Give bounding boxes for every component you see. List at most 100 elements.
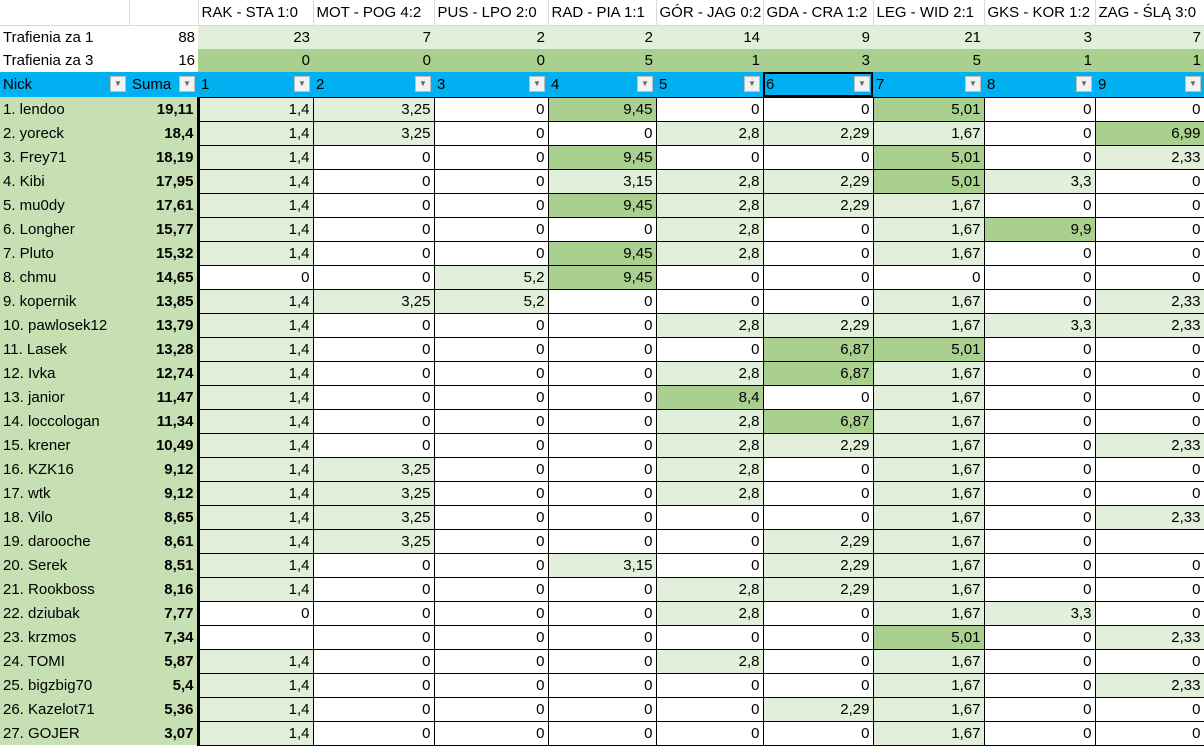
suma-cell[interactable]: 8,51 — [129, 553, 200, 577]
hits3-value[interactable]: 1 — [656, 49, 763, 72]
header-round-1[interactable]: 1 ▼ — [198, 72, 313, 97]
score-cell[interactable]: 9,45 — [547, 144, 657, 170]
hits3-value[interactable]: 1 — [1095, 49, 1204, 72]
score-cell[interactable]: 0 — [1094, 240, 1204, 266]
score-cell[interactable]: 2,8 — [655, 192, 764, 218]
score-cell[interactable]: 0 — [655, 552, 764, 578]
dropdown-arrow-icon[interactable]: ▼ — [854, 76, 870, 92]
score-cell[interactable]: 1,67 — [872, 720, 985, 746]
hits3-value[interactable]: 1 — [984, 49, 1095, 72]
score-cell[interactable]: 0 — [547, 408, 657, 434]
score-cell[interactable]: 0 — [547, 336, 657, 362]
score-cell[interactable]: 0 — [983, 120, 1096, 146]
score-cell[interactable]: 0 — [983, 384, 1096, 410]
hits1-value[interactable]: 23 — [198, 25, 313, 49]
score-cell[interactable]: 0 — [1094, 648, 1204, 674]
nick-cell[interactable]: 2. yoreck — [0, 121, 129, 145]
score-cell[interactable]: 5,01 — [872, 144, 985, 170]
score-cell[interactable]: 3,15 — [547, 168, 657, 194]
score-cell[interactable]: 0 — [547, 600, 657, 626]
hits1-value[interactable]: 9 — [763, 25, 873, 49]
suma-cell[interactable]: 7,34 — [129, 625, 200, 649]
score-cell[interactable]: 0 — [547, 624, 657, 650]
score-cell[interactable]: 1,4 — [197, 240, 314, 266]
score-cell[interactable]: 2,8 — [655, 648, 764, 674]
score-cell[interactable]: 0 — [433, 456, 549, 482]
score-cell[interactable]: 0 — [312, 264, 435, 290]
score-cell[interactable]: 3,25 — [312, 96, 435, 122]
score-cell[interactable]: 0 — [762, 96, 874, 122]
score-cell[interactable]: 0 — [983, 648, 1096, 674]
nick-cell[interactable]: 23. krzmos — [0, 625, 129, 649]
score-cell[interactable]: 0 — [762, 504, 874, 530]
score-cell[interactable]: 0 — [762, 720, 874, 746]
score-cell[interactable]: 0 — [1094, 216, 1204, 242]
hits1-value[interactable]: 7 — [313, 25, 434, 49]
nick-cell[interactable]: 15. krener — [0, 433, 129, 457]
nick-cell[interactable]: 9. kopernik — [0, 289, 129, 313]
dropdown-arrow-icon[interactable]: ▼ — [294, 76, 310, 92]
score-cell[interactable]: 0 — [1094, 264, 1204, 290]
score-cell[interactable]: 5,01 — [872, 168, 985, 194]
score-cell[interactable]: 0 — [312, 576, 435, 602]
score-cell[interactable]: 0 — [547, 648, 657, 674]
score-cell[interactable]: 1,4 — [197, 696, 314, 722]
score-cell[interactable]: 0 — [1094, 96, 1204, 122]
score-cell[interactable]: 1,67 — [872, 696, 985, 722]
score-cell[interactable]: 1,4 — [197, 432, 314, 458]
score-cell[interactable]: 0 — [983, 552, 1096, 578]
match-title-cell[interactable]: RAK - STA 1:0 — [198, 0, 314, 26]
score-cell[interactable]: 3,25 — [312, 528, 435, 554]
header-round-8[interactable]: 8 ▼ — [984, 72, 1095, 97]
suma-cell[interactable]: 11,47 — [129, 385, 200, 409]
score-cell[interactable]: 1,67 — [872, 432, 985, 458]
score-cell[interactable]: 3,25 — [312, 120, 435, 146]
score-cell[interactable]: 2,33 — [1094, 432, 1204, 458]
empty-cell[interactable] — [0, 0, 130, 26]
score-cell[interactable]: 1,67 — [872, 120, 985, 146]
nick-cell[interactable]: 22. dziubak — [0, 601, 129, 625]
score-cell[interactable]: 2,29 — [762, 168, 874, 194]
score-cell[interactable]: 5,2 — [433, 288, 549, 314]
suma-cell[interactable]: 13,28 — [129, 337, 200, 361]
score-cell[interactable]: 1,4 — [197, 672, 314, 698]
score-cell[interactable]: 0 — [547, 312, 657, 338]
hits1-value[interactable]: 2 — [548, 25, 656, 49]
nick-cell[interactable]: 20. Serek — [0, 553, 129, 577]
score-cell[interactable]: 0 — [433, 408, 549, 434]
score-cell[interactable]: 0 — [983, 456, 1096, 482]
suma-cell[interactable]: 15,32 — [129, 241, 200, 265]
score-cell[interactable]: 0 — [547, 672, 657, 698]
score-cell[interactable]: 1,4 — [197, 528, 314, 554]
score-cell[interactable]: 2,8 — [655, 408, 764, 434]
score-cell[interactable]: 2,33 — [1094, 504, 1204, 530]
score-cell[interactable]: 0 — [762, 264, 874, 290]
score-cell[interactable]: 0 — [547, 528, 657, 554]
score-cell[interactable]: 2,29 — [762, 576, 874, 602]
suma-cell[interactable]: 17,61 — [129, 193, 200, 217]
score-cell[interactable]: 1,4 — [197, 312, 314, 338]
score-cell[interactable]: 2,8 — [655, 120, 764, 146]
score-cell[interactable]: 0 — [983, 432, 1096, 458]
score-cell[interactable]: 0 — [547, 456, 657, 482]
hits3-total[interactable]: 16 — [178, 52, 195, 69]
score-cell[interactable]: 0 — [762, 216, 874, 242]
suma-cell[interactable]: 19,11 — [129, 97, 200, 121]
score-cell[interactable]: 5,01 — [872, 96, 985, 122]
header-round-7[interactable]: 7 ▼ — [873, 72, 984, 97]
score-cell[interactable]: 0 — [312, 696, 435, 722]
hits1-label[interactable]: Trafienia za 1 — [3, 28, 94, 46]
score-cell[interactable]: 9,45 — [547, 96, 657, 122]
nick-cell[interactable]: 24. TOMI — [0, 649, 129, 673]
score-cell[interactable]: 0 — [433, 696, 549, 722]
score-cell[interactable]: 0 — [983, 144, 1096, 170]
score-cell[interactable]: 6,87 — [762, 360, 874, 386]
score-cell[interactable]: 2,29 — [762, 552, 874, 578]
score-cell[interactable]: 1,67 — [872, 384, 985, 410]
score-cell[interactable]: 1,67 — [872, 456, 985, 482]
hits1-total[interactable]: 88 — [178, 28, 195, 46]
score-cell[interactable]: 0 — [433, 216, 549, 242]
score-cell[interactable]: 0 — [655, 336, 764, 362]
suma-cell[interactable]: 13,85 — [129, 289, 200, 313]
score-cell[interactable]: 0 — [762, 624, 874, 650]
